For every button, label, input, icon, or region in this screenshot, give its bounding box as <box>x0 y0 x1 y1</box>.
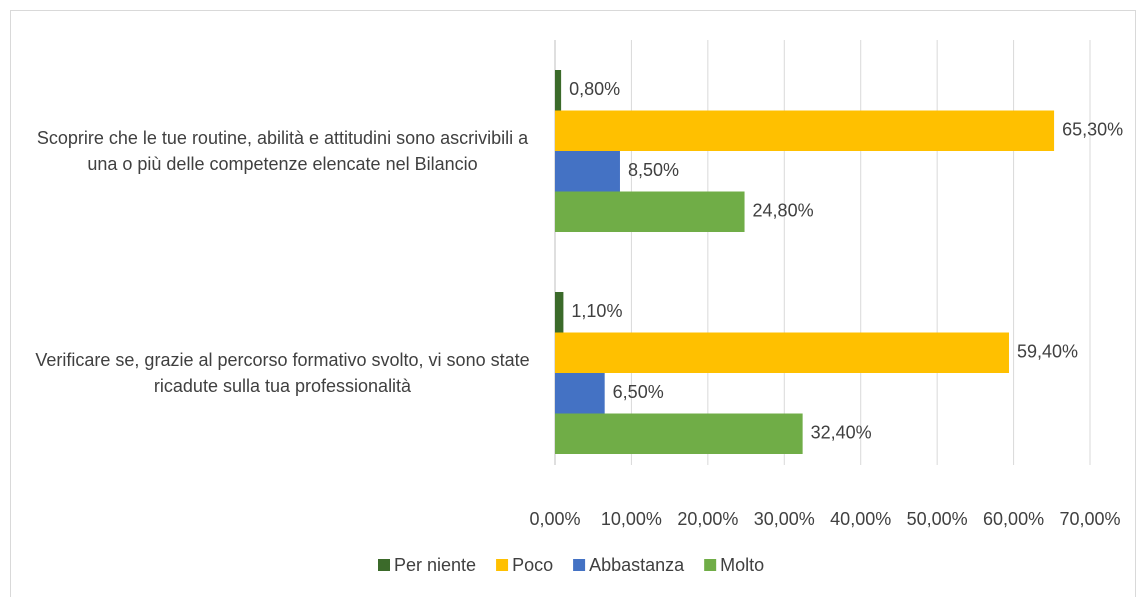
x-tick-label: 70,00% <box>1059 509 1120 529</box>
chart-border <box>10 10 1136 597</box>
bar <box>555 292 564 333</box>
legend-swatch <box>573 559 586 571</box>
x-tick-label: 10,00% <box>601 509 662 529</box>
bar <box>555 413 803 454</box>
x-tick-label: 60,00% <box>983 509 1044 529</box>
data-label: 32,40% <box>811 423 872 443</box>
x-tick-label: 40,00% <box>830 509 891 529</box>
data-label: 8,50% <box>628 160 679 180</box>
bar <box>555 151 620 192</box>
data-label: 59,40% <box>1017 342 1078 362</box>
x-tick-label: 30,00% <box>754 509 815 529</box>
data-label: 6,50% <box>613 382 664 402</box>
bar <box>555 332 1009 373</box>
x-tick-label: 0,00% <box>529 509 580 529</box>
bar <box>555 373 605 414</box>
bar <box>555 110 1055 151</box>
category-label: Scoprire che le tue routine, abilità e a… <box>36 128 529 174</box>
data-label: 65,30% <box>1062 120 1123 140</box>
legend-swatch <box>704 559 717 571</box>
x-tick-label: 20,00% <box>677 509 738 529</box>
data-label: 24,80% <box>753 201 814 221</box>
legend-swatch <box>496 559 509 571</box>
legend-label: Poco <box>512 555 553 575</box>
category-label: Verificare se, grazie al percorso format… <box>35 350 530 396</box>
legend-label: Per niente <box>394 555 476 575</box>
data-label: 0,80% <box>569 79 620 99</box>
legend-swatch <box>378 559 390 571</box>
legend-label: Molto <box>720 555 764 575</box>
bar <box>555 191 745 232</box>
legend-label: Abbastanza <box>589 555 685 575</box>
data-label: 1,10% <box>571 301 622 321</box>
bar <box>555 70 562 111</box>
x-tick-label: 50,00% <box>907 509 968 529</box>
